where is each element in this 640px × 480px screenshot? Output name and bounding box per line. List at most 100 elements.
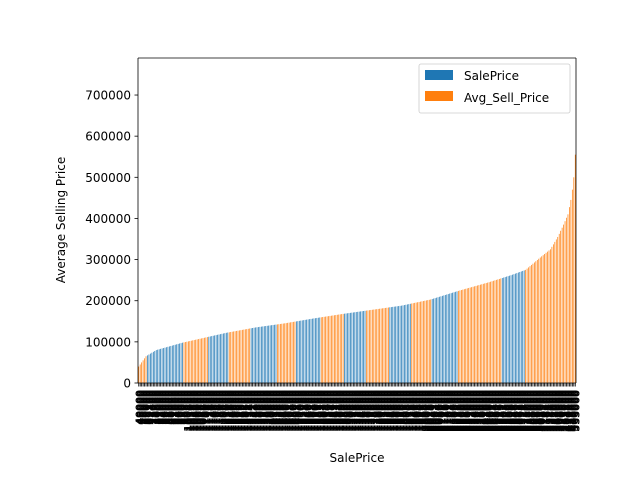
- x-tick-label: 164700: [330, 390, 341, 432]
- x-tick-label: 181000: [377, 390, 388, 432]
- x-tick-label: 146200: [284, 390, 295, 432]
- x-tick-label: 190300: [402, 390, 413, 432]
- bar: [544, 254, 545, 383]
- x-tick-label: 223900: [454, 390, 465, 432]
- bar: [389, 307, 391, 383]
- bar: [564, 221, 566, 383]
- bar: [480, 284, 481, 383]
- x-tick-label: 319300: [544, 390, 555, 432]
- x-tick-label: 131100: [243, 390, 254, 432]
- x-tick-label: 129800: [240, 390, 251, 432]
- bar: [374, 309, 376, 383]
- bar: [145, 356, 147, 383]
- x-tick-label: 152200: [298, 390, 309, 432]
- x-tick-label: 149800: [292, 390, 303, 432]
- bar: [161, 348, 163, 383]
- bar: [252, 328, 253, 383]
- x-tick-label: 129200: [238, 390, 249, 432]
- bar: [336, 314, 338, 383]
- bar: [236, 330, 237, 383]
- x-tick-label: 106800: [195, 390, 206, 432]
- x-tick-label: 209600: [435, 390, 446, 432]
- x-tick-label: 188800: [399, 390, 410, 432]
- x-tick-label: 141000: [269, 390, 280, 432]
- x-tick-label: 119600: [218, 390, 229, 432]
- x-tick-label: 343000: [551, 390, 562, 432]
- bar: [326, 316, 328, 384]
- bar: [420, 301, 421, 383]
- bar: [573, 177, 575, 383]
- x-tick-label: 159200: [316, 390, 327, 432]
- bar: [535, 261, 537, 383]
- x-tick-label: 75700: [149, 390, 160, 425]
- x-tick-label: 179500: [373, 390, 384, 432]
- x-tick-label: 256300: [500, 390, 511, 432]
- bar: [186, 341, 188, 383]
- bar: [179, 343, 180, 383]
- bar: [555, 239, 557, 383]
- bar: [139, 364, 141, 383]
- bar: [221, 333, 223, 383]
- x-tick-label: 118800: [216, 390, 227, 432]
- x-tick-label: 100400: [183, 390, 194, 432]
- bar: [284, 323, 286, 383]
- x-tick-label: 208500: [434, 390, 445, 432]
- x-tick-label: 84000: [158, 390, 169, 425]
- x-tick-label: 192500: [406, 390, 417, 432]
- x-tick-label: 112400: [205, 390, 216, 432]
- bar: [367, 310, 369, 383]
- bar: [166, 347, 167, 383]
- bar: [493, 280, 494, 383]
- x-tick-label: 158700: [314, 390, 325, 432]
- x-tick-label: 168000: [339, 390, 350, 432]
- x-tick-label: 187500: [396, 390, 407, 432]
- x-tick-label: 186500: [393, 390, 404, 432]
- x-tick-label: 262000: [507, 390, 518, 432]
- x-tick-label: 184500: [387, 390, 398, 432]
- bar: [477, 285, 478, 383]
- bar: [281, 323, 283, 383]
- bar: [328, 316, 329, 383]
- bar: [275, 324, 277, 383]
- bar: [164, 347, 166, 383]
- bar: [189, 341, 191, 383]
- x-tick-label: 126600: [233, 390, 244, 432]
- x-tick-label: 325000: [546, 390, 557, 432]
- x-tick-label: 145600: [282, 390, 293, 432]
- x-tick-label: 193300: [408, 390, 419, 432]
- x-tick-label: 109200: [199, 390, 210, 432]
- x-tick-label: 235000: [471, 390, 482, 432]
- y-tick-label: 600000: [85, 130, 131, 144]
- bar: [433, 298, 435, 383]
- bar: [550, 249, 551, 383]
- bar: [199, 338, 201, 383]
- bar: [357, 311, 359, 383]
- bar: [177, 343, 179, 383]
- x-tick-label: 136000: [254, 390, 265, 432]
- bar: [223, 333, 224, 383]
- x-tick-label: 135000: [252, 390, 263, 432]
- bar: [382, 308, 383, 383]
- x-tick-label: 103600: [189, 390, 200, 432]
- x-tick-label: 222800: [453, 390, 464, 432]
- bar: [233, 331, 234, 383]
- bar: [366, 310, 367, 383]
- bar: [427, 300, 429, 383]
- bar: [141, 362, 143, 383]
- x-tick-label: 162500: [325, 390, 336, 432]
- bar: [183, 342, 185, 383]
- bar: [298, 320, 300, 383]
- x-tick-label: 130500: [241, 390, 252, 432]
- bar: [224, 333, 226, 383]
- x-tick-label: 313600: [541, 390, 552, 432]
- x-tick-label: 220600: [450, 390, 461, 432]
- bar: [398, 306, 399, 383]
- x-tick-label: 180500: [376, 390, 387, 432]
- x-tick-label: 110000: [200, 390, 211, 432]
- bar: [538, 258, 540, 383]
- legend-label-avg-sell-price: Avg_Sell_Price: [464, 91, 549, 105]
- bar: [332, 315, 334, 383]
- bar: [563, 224, 564, 383]
- x-tick-label: 138500: [262, 390, 273, 432]
- x-tick-label: 89000: [165, 390, 176, 425]
